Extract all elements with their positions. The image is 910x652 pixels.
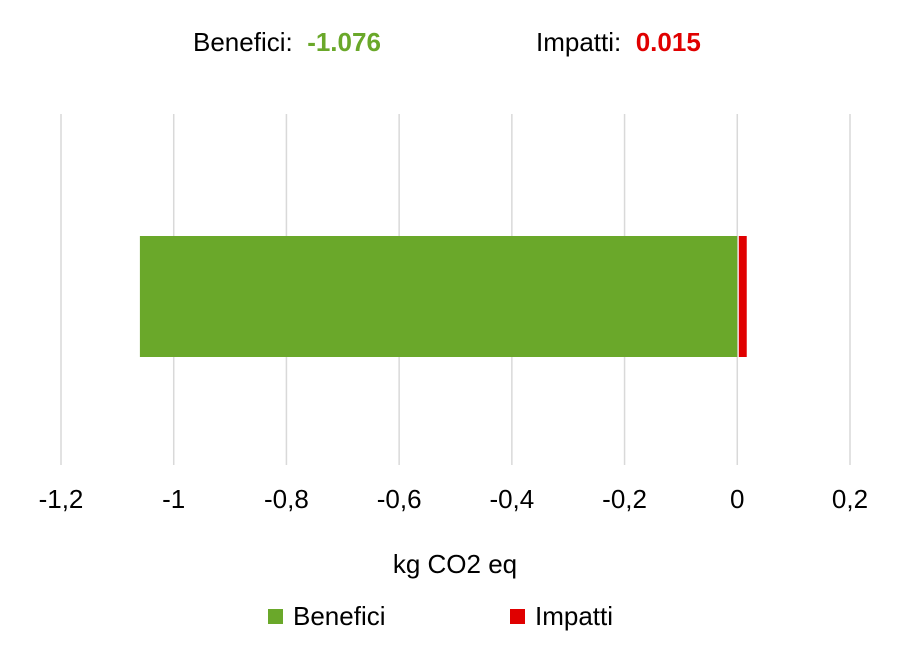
legend-swatch-impatti — [510, 608, 525, 624]
x-tick-label: -1 — [162, 484, 185, 514]
legend-item-benefici: Benefici — [268, 598, 386, 634]
legend-item-impatti: Impatti — [510, 598, 613, 634]
legend-label-benefici: Benefici — [293, 601, 386, 631]
x-tick-label: 0 — [730, 484, 744, 514]
legend-swatch-benefici — [268, 608, 283, 624]
summary-benefici-separator: : — [285, 27, 293, 57]
x-tick-label: -0,6 — [377, 484, 422, 514]
summary-impatti-label: Impatti — [536, 27, 615, 57]
bar-impatti — [738, 236, 747, 357]
summary-impatti: Impatti: 0.015 — [536, 24, 701, 60]
bars — [139, 236, 747, 357]
x-tick-label: -0,8 — [264, 484, 309, 514]
summary-impatti-value: 0.015 — [635, 27, 701, 57]
legend-label-impatti: Impatti — [535, 601, 614, 631]
x-axis-title: kg CO2 eq — [393, 549, 517, 579]
summary-impatti-separator: : — [614, 27, 622, 57]
x-tick-label: -0,2 — [602, 484, 647, 514]
summary-benefici-label: Benefici — [193, 27, 286, 57]
x-tick-label: -0,4 — [489, 484, 534, 514]
x-tick-labels: -1,2 -1 -0,8 -0,6 -0,4 -0,2 0 0,2 — [39, 484, 868, 514]
x-tick-label: 0,2 — [832, 484, 868, 514]
bar-benefici — [139, 236, 738, 357]
summary-benefici-value: -1.076 — [307, 27, 381, 57]
summary-benefici: Benefici: -1.076 — [193, 24, 381, 60]
x-tick-label: -1,2 — [39, 484, 84, 514]
